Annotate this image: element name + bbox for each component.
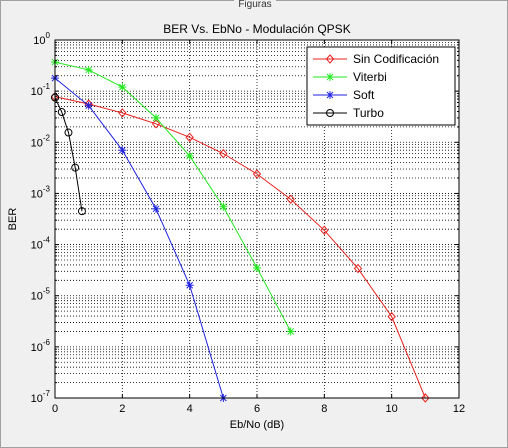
star-stroke [85,66,93,74]
star-stroke [253,264,261,272]
y-tick-label: 10-5 [31,287,51,303]
data-point-star [326,73,334,81]
star-stroke [118,83,126,91]
y-axis-label: BER [7,208,19,231]
legend-entry: Sin Codificación [313,52,439,66]
y-tick-base: 10 [31,137,43,149]
y-tick-exponent: -6 [43,338,51,347]
x-axis-label: Eb/No (dB) [230,419,284,431]
y-tick-label: 10-4 [31,236,51,252]
data-point-diamond [387,311,396,322]
series-line [54,96,426,399]
data-point-diamond [325,54,335,64]
data-point-diamond [252,169,262,179]
data-point-star [118,146,127,155]
y-tick-base: 10 [31,188,43,200]
chart-title: BER Vs. EbNo - Modulación QPSK [163,22,350,36]
star-stroke [326,91,334,99]
y-tick-base: 10 [31,240,43,252]
window-title: Figuras [1,0,508,10]
legend-entry: Soft [313,88,375,102]
y-tick-exponent: -7 [43,389,51,398]
data-point-star [152,204,160,213]
x-tick-label: 0 [52,403,58,415]
y-tick-exponent: -2 [43,133,51,142]
star-stroke [219,203,227,211]
data-point-circle [71,163,80,172]
data-point-star [219,202,228,211]
y-tick-base: 10 [31,393,43,405]
legend-label: Turbo [353,106,384,120]
star-stroke [118,146,126,154]
y-tick-exponent: -5 [43,287,51,296]
data-point-star [253,263,261,272]
data-point-star [118,83,127,92]
series-line [54,97,83,212]
data-point-star [84,101,93,110]
y-tick-label: 10-2 [31,133,51,149]
data-point-diamond [286,194,295,204]
data-point-circle [326,109,334,117]
y-tick-base: 10 [31,342,43,354]
star-stroke [85,102,93,110]
legend-entry: Viterbi [313,70,387,84]
y-tick-label: 10-3 [31,184,51,200]
legend-box [306,46,456,126]
data-point-star [84,65,93,74]
x-tick-label: 10 [386,403,398,415]
y-tick-label: 100 [33,31,50,47]
legend: Sin Codificación Viterbi Soft Turbo [306,46,456,126]
series-line [54,61,292,332]
y-tick-label: 10-7 [31,389,51,405]
data-point-diamond [320,225,329,236]
data-point-circle [57,108,66,117]
y-tick-exponent: 0 [46,31,51,40]
star-stroke [186,152,194,160]
series-line [54,77,224,399]
series-1 [51,58,295,336]
legend-label: Soft [353,88,375,102]
y-tick-exponent: -4 [43,236,51,245]
x-tick-label: 8 [321,403,327,415]
y-tick-base: 10 [31,291,43,303]
data-point-diamond [421,393,430,403]
x-tick-label: 12 [453,403,465,415]
data-point-star [185,281,194,290]
data-point-diamond [219,148,228,159]
legend-label: Viterbi [353,70,387,84]
x-tick-label: 6 [254,403,260,415]
star-stroke [152,114,160,122]
y-tick-exponent: -1 [43,82,51,91]
star-stroke [287,328,295,335]
data-point-star [326,91,334,99]
y-tick-label: 10-6 [31,338,51,354]
series-2 [51,74,228,402]
window-title-text: Figuras [234,0,276,10]
y-tick-base: 10 [31,86,43,98]
data-point-star [286,327,295,336]
star-stroke [186,281,194,289]
legend-label: Sin Codificación [353,52,439,66]
data-point-diamond [118,108,127,118]
x-tick-label: 2 [119,403,125,415]
data-point-star [152,113,160,122]
grid [55,40,459,398]
data-point-diamond [353,263,363,274]
y-tick-base: 10 [33,35,45,47]
data-point-circle [77,207,86,216]
legend-entry: Turbo [313,106,384,120]
y-tick-exponent: -3 [43,184,51,193]
data-point-diamond [185,132,194,143]
series-layer [50,58,430,403]
star-stroke [326,73,334,81]
data-point-diamond [151,119,161,129]
data-point-circle [64,128,73,137]
y-tick-label: 10-1 [31,82,51,98]
star-stroke [152,205,160,213]
data-point-star [185,151,194,160]
x-tick-label: 4 [187,403,193,415]
